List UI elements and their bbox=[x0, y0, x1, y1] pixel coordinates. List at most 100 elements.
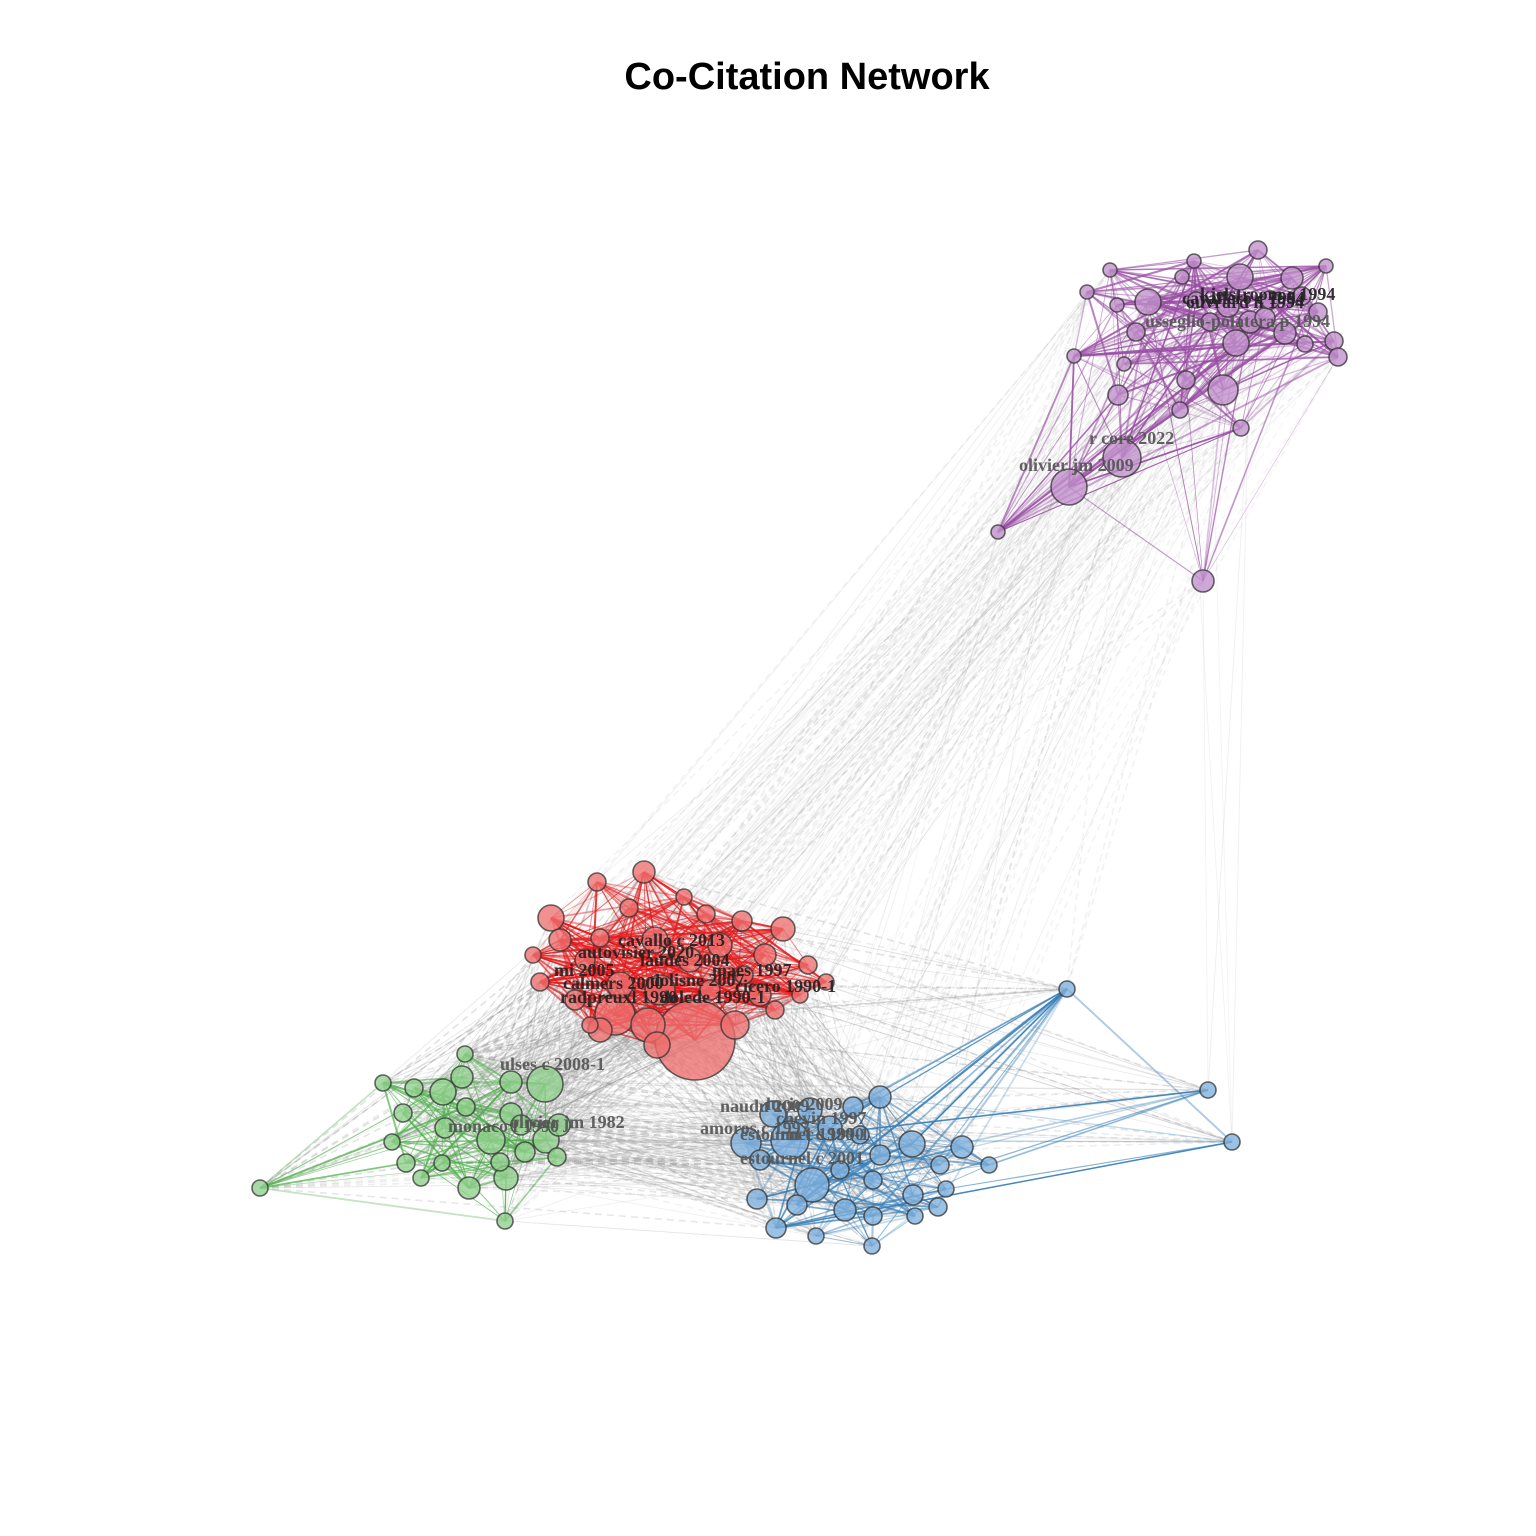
network-edge bbox=[997, 301, 1149, 533]
network-edge bbox=[558, 988, 1068, 1126]
network-edge bbox=[1123, 343, 1306, 365]
network-edge bbox=[504, 1009, 776, 1222]
network-edge bbox=[539, 896, 685, 983]
network-edge bbox=[558, 1124, 841, 1171]
network-node bbox=[753, 943, 777, 967]
network-node bbox=[759, 1100, 787, 1128]
network-edge bbox=[584, 291, 1088, 961]
network-edge bbox=[499, 1113, 774, 1163]
network-node bbox=[798, 955, 818, 975]
network-edge bbox=[510, 881, 598, 1115]
network-edge bbox=[1066, 249, 1259, 990]
network-edge bbox=[465, 1106, 874, 1181]
network-edge bbox=[659, 954, 766, 991]
network-node bbox=[1134, 288, 1162, 316]
network-edge bbox=[464, 1053, 811, 1111]
network-edge bbox=[1086, 259, 1195, 294]
network-edge bbox=[1135, 277, 1293, 333]
network-edge bbox=[402, 954, 534, 1114]
network-edge bbox=[796, 531, 999, 1206]
network-edge bbox=[815, 1235, 873, 1247]
network-edge bbox=[464, 1053, 941, 1166]
network-edge bbox=[442, 1091, 939, 1208]
network-edge bbox=[654, 260, 1195, 941]
network-edge bbox=[879, 1096, 914, 1196]
network-edge bbox=[829, 988, 1068, 1129]
network-edge bbox=[643, 871, 707, 915]
network-edge bbox=[852, 394, 1119, 1108]
network-edge bbox=[558, 1124, 841, 1171]
network-edge bbox=[743, 974, 777, 1229]
network-edge bbox=[1181, 265, 1327, 278]
network-edge bbox=[743, 974, 990, 1166]
network-node bbox=[514, 1141, 536, 1163]
network-edge bbox=[683, 321, 1211, 898]
network-node bbox=[1058, 980, 1076, 998]
network-edge bbox=[914, 457, 1123, 1217]
network-edge bbox=[259, 1187, 506, 1222]
network-node bbox=[833, 1198, 857, 1222]
node-label: amoros c 1997 bbox=[700, 1118, 810, 1138]
network-node bbox=[980, 1156, 998, 1174]
network-edge bbox=[756, 1134, 861, 1200]
network-edge bbox=[574, 580, 1204, 1001]
network-node bbox=[456, 1097, 476, 1117]
network-edge bbox=[589, 988, 1068, 1026]
network-edge bbox=[1209, 321, 1233, 1143]
network-edge bbox=[532, 343, 1306, 956]
network-edge bbox=[789, 1139, 941, 1166]
network-edge bbox=[799, 994, 831, 1129]
network-edge bbox=[550, 896, 685, 919]
network-node bbox=[632, 860, 656, 884]
network-edge bbox=[556, 1024, 649, 1158]
network-edge bbox=[504, 1156, 558, 1222]
network-edge bbox=[259, 1169, 841, 1189]
network-node bbox=[606, 971, 634, 999]
network-edge bbox=[734, 1024, 758, 1200]
network-edge bbox=[405, 1081, 512, 1164]
network-node bbox=[1296, 335, 1314, 353]
network-node bbox=[429, 1078, 457, 1106]
network-edge bbox=[259, 1162, 407, 1189]
network-edge bbox=[619, 531, 999, 986]
network-node bbox=[1207, 374, 1239, 406]
network-edge bbox=[1195, 265, 1327, 301]
network-edge bbox=[997, 321, 1211, 533]
network-edge bbox=[391, 1109, 811, 1143]
network-edge bbox=[259, 1127, 446, 1189]
network-edge bbox=[825, 389, 1224, 983]
network-edge bbox=[825, 342, 1237, 983]
network-node bbox=[1226, 263, 1254, 291]
network-edge bbox=[556, 989, 661, 1158]
network-edge bbox=[402, 427, 1242, 1114]
network-edge bbox=[1121, 427, 1242, 459]
network-edge bbox=[1085, 291, 1120, 396]
network-edge bbox=[510, 937, 601, 1115]
network-edge bbox=[759, 291, 1088, 1161]
network-edge bbox=[596, 881, 721, 946]
network-edge bbox=[1086, 277, 1293, 293]
network-edge bbox=[764, 317, 1266, 956]
network-node bbox=[433, 1154, 451, 1172]
network-node bbox=[1102, 262, 1118, 278]
network-edge bbox=[259, 1044, 658, 1189]
network-edge bbox=[461, 937, 601, 1078]
network-edge bbox=[584, 928, 784, 961]
network-edge bbox=[589, 871, 645, 1026]
network-edge bbox=[461, 1076, 758, 1200]
network-edge bbox=[997, 394, 1119, 533]
network-edge bbox=[599, 486, 1070, 1031]
network-edge bbox=[599, 363, 1125, 939]
network-edge bbox=[510, 920, 743, 1083]
node-label: cavallo c 2013 bbox=[618, 930, 725, 950]
network-edge bbox=[464, 999, 576, 1055]
network-edge bbox=[382, 1044, 658, 1084]
network-edge bbox=[465, 981, 541, 1108]
network-edge bbox=[1209, 320, 1339, 359]
network-edge bbox=[584, 959, 776, 1011]
network-edge bbox=[775, 260, 1195, 1229]
network-edge bbox=[544, 1044, 658, 1085]
network-edge bbox=[589, 1024, 831, 1129]
network-edge bbox=[539, 981, 560, 1126]
network-edge bbox=[614, 317, 1266, 1016]
